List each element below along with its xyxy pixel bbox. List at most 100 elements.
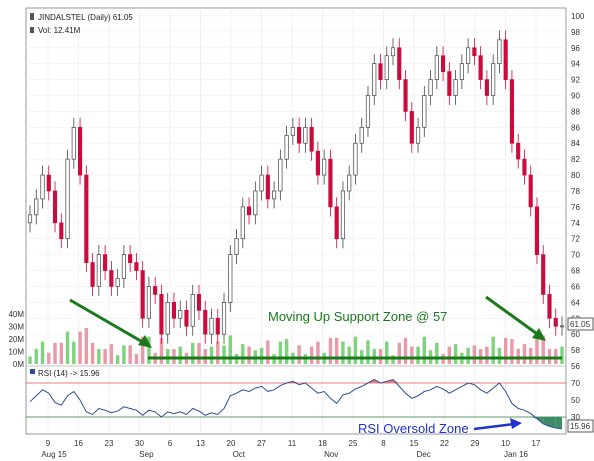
date-tick-label: 29 (471, 439, 480, 448)
volume-bar (172, 349, 176, 364)
volume-bar (209, 346, 214, 364)
candle-body (40, 174, 45, 200)
volume-bar (178, 346, 182, 364)
price-tick-label: 68 (571, 267, 580, 276)
volume-bar (554, 349, 558, 364)
candle-body (547, 294, 552, 319)
volume-bar (84, 327, 89, 364)
candle-body (59, 222, 64, 240)
volume-bar (241, 344, 245, 364)
price-panel-frame (25, 7, 567, 367)
candle-body (96, 254, 101, 287)
volume-bar (28, 356, 32, 364)
volume-bar (59, 342, 64, 364)
candle-body (140, 270, 145, 319)
date-tick-label: 9 (46, 439, 51, 448)
rsi-label: RSI (14) -> 15.96 (38, 369, 100, 378)
candle-body (390, 47, 396, 57)
last-rsi-tag: 15.96 (567, 419, 594, 433)
support-arrow-right (485, 295, 541, 338)
rsi-panel-frame (25, 365, 567, 435)
rsi-arrow (473, 422, 515, 431)
price-tick-label: 60 (571, 330, 580, 339)
volume-bar (478, 349, 483, 364)
candle-body (372, 63, 377, 96)
price-legend-icon (30, 13, 34, 20)
candle-body (246, 206, 252, 216)
price-tick-label: 98 (571, 28, 580, 37)
volume-bar (197, 342, 201, 364)
candle-body (259, 174, 264, 192)
volume-bar (397, 342, 401, 364)
support-annotation: Moving Up Support Zone @ 57 (268, 309, 447, 324)
candle-body (77, 126, 83, 176)
candle-body (403, 79, 408, 112)
volume-bar (491, 336, 495, 364)
rsi-axis: 30 50 70 (571, 379, 580, 422)
candle-body (534, 206, 540, 255)
candle-body (46, 174, 51, 192)
price-tick-label: 72 (571, 235, 580, 244)
volume-bar (510, 339, 514, 364)
candle-body (359, 126, 364, 144)
price-tick-label: 66 (571, 282, 580, 291)
volume-bar (216, 341, 220, 364)
candle-body (459, 63, 464, 80)
volume-bar (347, 346, 351, 364)
volume-bar (334, 337, 339, 364)
candle-body (234, 238, 239, 255)
symbol-legend: JINDALSTEL (Daily) 61.05 Vol: 12.41M (30, 13, 133, 35)
month-label: Oct (233, 450, 246, 459)
candle-body (334, 206, 339, 240)
candle-body (422, 95, 427, 128)
candle-body (178, 309, 183, 319)
rsi-panel (26, 379, 566, 430)
volume-bar (266, 340, 270, 364)
candle-body (65, 158, 70, 240)
candle-body (559, 325, 565, 328)
candle-body (153, 286, 158, 295)
price-tick-label: 70 (571, 251, 580, 260)
volume-tick-label: 40M (8, 310, 24, 319)
volume-bar (222, 345, 226, 364)
volume-bar (435, 342, 439, 364)
candle-body (347, 174, 352, 192)
candle-body (90, 262, 95, 287)
candle-body (71, 126, 76, 160)
candle-body (159, 294, 164, 335)
candle-body (184, 309, 189, 327)
volume-bar (34, 349, 38, 364)
date-tick-label: 23 (105, 439, 114, 448)
volume-bar (341, 341, 345, 364)
date-axis: 9 16 23 30 6 13 20 27 11 18 25 8 15 22 29 10 17 Aug 15 Sep… (41, 439, 541, 459)
candle-body (509, 79, 515, 144)
price-tick-label: 76 (571, 203, 580, 212)
volume-bar (165, 349, 170, 364)
volume-bar (247, 346, 251, 364)
candle-body (478, 55, 483, 80)
arrowhead-icon (510, 418, 522, 429)
annotations: Moving Up Support Zone @ 57 RSI Oversold … (69, 295, 562, 436)
candle-body (128, 254, 133, 263)
volume-bar (497, 347, 502, 364)
price-tick-label: 58 (571, 346, 580, 355)
volume-bar (378, 349, 383, 364)
candle-body (447, 71, 452, 96)
candle-body (278, 158, 283, 192)
candle-body (221, 302, 227, 335)
volume-bar (466, 347, 470, 364)
volume-bar (97, 349, 101, 364)
rsi-overbought-fill (393, 379, 400, 383)
candle-body (196, 294, 202, 311)
volume-bar (453, 344, 458, 364)
volume-bar (65, 331, 70, 364)
date-tick-label: 27 (257, 439, 266, 448)
candle-body (328, 158, 333, 208)
volume-bar (416, 346, 420, 364)
volume-bar (522, 344, 527, 364)
volume-axis: 0M 10M 20M 30M 40M (8, 310, 24, 369)
candle-body (353, 142, 358, 176)
volume-bar (297, 345, 301, 364)
candle-body (165, 302, 170, 335)
candle-body (190, 294, 195, 327)
